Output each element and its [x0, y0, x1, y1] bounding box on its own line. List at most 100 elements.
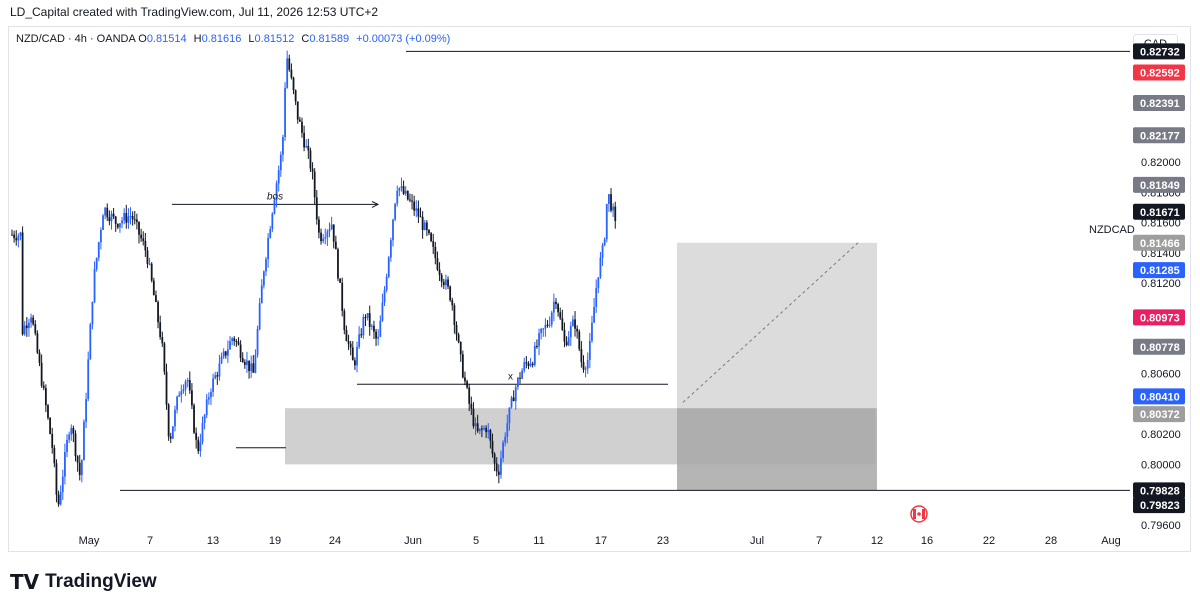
candle	[360, 328, 363, 338]
candle	[595, 279, 598, 313]
candle-body	[555, 301, 557, 305]
candle	[114, 215, 117, 232]
candle	[483, 425, 485, 431]
candle	[373, 320, 375, 340]
candle	[307, 138, 310, 159]
price-tag[interactable]: 0.80372	[1133, 406, 1185, 423]
candle-body	[53, 447, 56, 464]
candle-body	[425, 222, 428, 230]
candle	[400, 177, 403, 192]
candle	[248, 360, 250, 379]
price-tag-bg	[1133, 497, 1185, 514]
long-position-stop-zone[interactable]	[677, 408, 877, 491]
candle-body	[131, 215, 134, 220]
candle-body	[552, 301, 555, 313]
candle	[533, 342, 536, 367]
candle	[275, 180, 278, 208]
price-tag[interactable]: 0.81671	[1133, 203, 1185, 220]
candle	[430, 231, 432, 243]
candle-body	[186, 379, 189, 382]
price-tag[interactable]: 0.81849	[1133, 176, 1185, 193]
candle-body	[455, 325, 458, 335]
price-tag[interactable]: 0.79828	[1133, 482, 1185, 499]
candle-body	[176, 396, 178, 410]
candle-body	[129, 215, 132, 217]
candle	[171, 426, 174, 440]
candle	[199, 433, 202, 457]
candle-body	[110, 213, 113, 222]
candle-body	[495, 463, 498, 472]
candle	[436, 251, 439, 272]
candle-body	[580, 349, 583, 363]
candle	[87, 351, 90, 402]
price-tag-bg	[1133, 94, 1185, 111]
candle-body	[188, 379, 191, 391]
price-tag[interactable]: 0.82391	[1133, 94, 1185, 111]
long-position-target-zone[interactable]	[677, 242, 877, 409]
close-label: C	[301, 33, 310, 45]
candle	[184, 379, 187, 396]
candle-body	[470, 403, 473, 409]
price-tag[interactable]: 0.80410	[1133, 388, 1185, 405]
candle	[489, 428, 492, 449]
candle	[116, 223, 119, 230]
candle-body	[42, 385, 45, 389]
candle-body	[576, 328, 579, 332]
price-tag[interactable]: 0.79823	[1133, 497, 1185, 514]
candle-body	[279, 154, 282, 171]
price-tag-bg	[1133, 176, 1185, 193]
candle	[155, 290, 157, 303]
candle	[341, 277, 344, 317]
candle-body	[97, 242, 100, 258]
x-tick-label: 28	[1045, 535, 1057, 547]
candle	[409, 193, 411, 203]
candle	[432, 233, 435, 255]
candle	[521, 368, 524, 380]
candle-body	[250, 363, 253, 372]
candle-body	[415, 208, 418, 211]
price-tag[interactable]: 0.80973	[1133, 309, 1185, 326]
price-tag[interactable]: 0.82177	[1133, 127, 1185, 144]
candle	[224, 350, 227, 359]
candle	[186, 377, 189, 388]
candle	[250, 355, 253, 378]
canada-flag-icon[interactable]	[910, 505, 928, 523]
candle	[394, 203, 397, 222]
candle	[157, 300, 159, 329]
candle-body	[298, 119, 301, 122]
price-tag[interactable]: 0.80778	[1133, 338, 1185, 355]
tradingview-logo[interactable]: 𝗧𝗩 TradingView	[10, 570, 157, 594]
candle-body	[239, 344, 242, 358]
candle-body	[584, 368, 587, 370]
x-tick-label: 16	[921, 535, 933, 547]
candle	[21, 226, 24, 336]
candle-body	[178, 394, 181, 397]
candle	[38, 349, 41, 367]
candle	[301, 117, 303, 138]
price-tag-bg	[1133, 262, 1185, 279]
candle	[516, 376, 519, 390]
tradingview-wordmark: TradingView	[45, 571, 157, 592]
candle-body	[288, 58, 291, 70]
price-tag[interactable]: 0.81466	[1133, 234, 1185, 251]
candle	[504, 432, 507, 447]
candle-body	[222, 351, 225, 357]
price-tag[interactable]: 0.81285	[1133, 262, 1185, 279]
candle	[603, 237, 606, 247]
candle	[237, 337, 240, 346]
candle	[174, 405, 176, 432]
candle-body	[523, 362, 526, 371]
symbol-name[interactable]: NZD/CAD · 4h · OANDA	[16, 33, 136, 45]
candle	[347, 334, 350, 350]
candle-body	[23, 325, 26, 335]
bos-arrow	[371, 200, 380, 208]
candle-body	[538, 333, 540, 347]
candle-body	[47, 405, 49, 418]
y-tick-label: 0.80000	[1141, 459, 1181, 471]
candle	[256, 325, 259, 358]
candle-body	[364, 317, 367, 319]
candle-body	[68, 434, 71, 440]
price-tag[interactable]: 0.82732	[1133, 43, 1185, 60]
price-tag[interactable]: 0.82592	[1133, 64, 1185, 81]
